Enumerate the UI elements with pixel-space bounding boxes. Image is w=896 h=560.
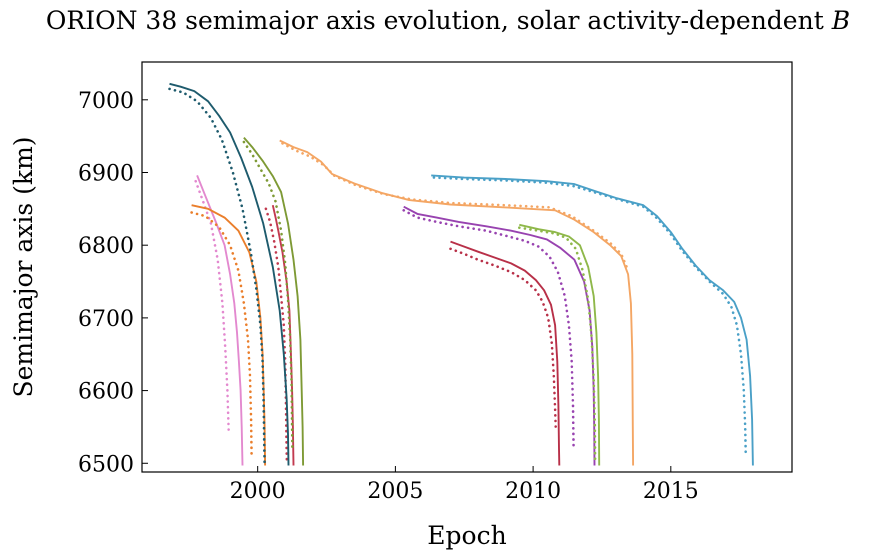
x-tick-label: 2015	[643, 479, 699, 504]
series-line-navy-dotted	[168, 87, 266, 465]
y-tick-label: 6800	[78, 234, 134, 259]
chart-title-variable: B	[831, 6, 851, 35]
series-line-blue-solid	[431, 174, 754, 466]
y-tick-label: 6600	[78, 380, 134, 405]
y-axis-label: Semimajor axis (km)	[9, 136, 38, 397]
chart-title: ORION 38 semimajor axis evolution, solar…	[0, 6, 896, 35]
series-line-olive-dotted	[242, 140, 294, 451]
series-line-purple-dotted	[402, 209, 575, 451]
series-line-peach-solid	[279, 139, 635, 466]
series-line-orange-solid	[191, 204, 267, 466]
chart-title-main: ORION 38 semimajor axis evolution, solar…	[45, 6, 832, 35]
series-line-crimson-dotted	[449, 247, 558, 429]
plot-frame	[141, 61, 793, 473]
ticks-layer: 2000 2005 2010 2015 6500 6600 6700 6800 6900 7000	[78, 89, 699, 504]
series-line-purple-solid	[403, 205, 596, 466]
y-tick-label: 7000	[78, 89, 134, 114]
series-line-olive-solid	[243, 136, 305, 466]
x-axis-label: Epoch	[427, 521, 506, 550]
series-line-navy-solid	[169, 82, 290, 466]
series-line-crimson-solid	[450, 240, 561, 466]
series-line-blue-dotted	[432, 176, 748, 454]
x-tick-label: 2010	[505, 479, 561, 504]
series-line-pink-solid	[196, 175, 244, 466]
series-line-green-solid	[519, 223, 601, 466]
series-line-pink-dotted	[194, 179, 231, 436]
series-line-green-dotted	[517, 226, 597, 461]
series-line-orange-dotted	[190, 211, 253, 458]
series-line-peach-dotted	[281, 142, 629, 269]
x-tick-label: 2000	[230, 479, 286, 504]
series-layer	[168, 82, 754, 466]
y-tick-label: 6500	[78, 452, 134, 477]
x-tick-label: 2005	[367, 479, 423, 504]
y-tick-label: 6700	[78, 307, 134, 332]
y-tick-label: 6900	[78, 161, 134, 186]
